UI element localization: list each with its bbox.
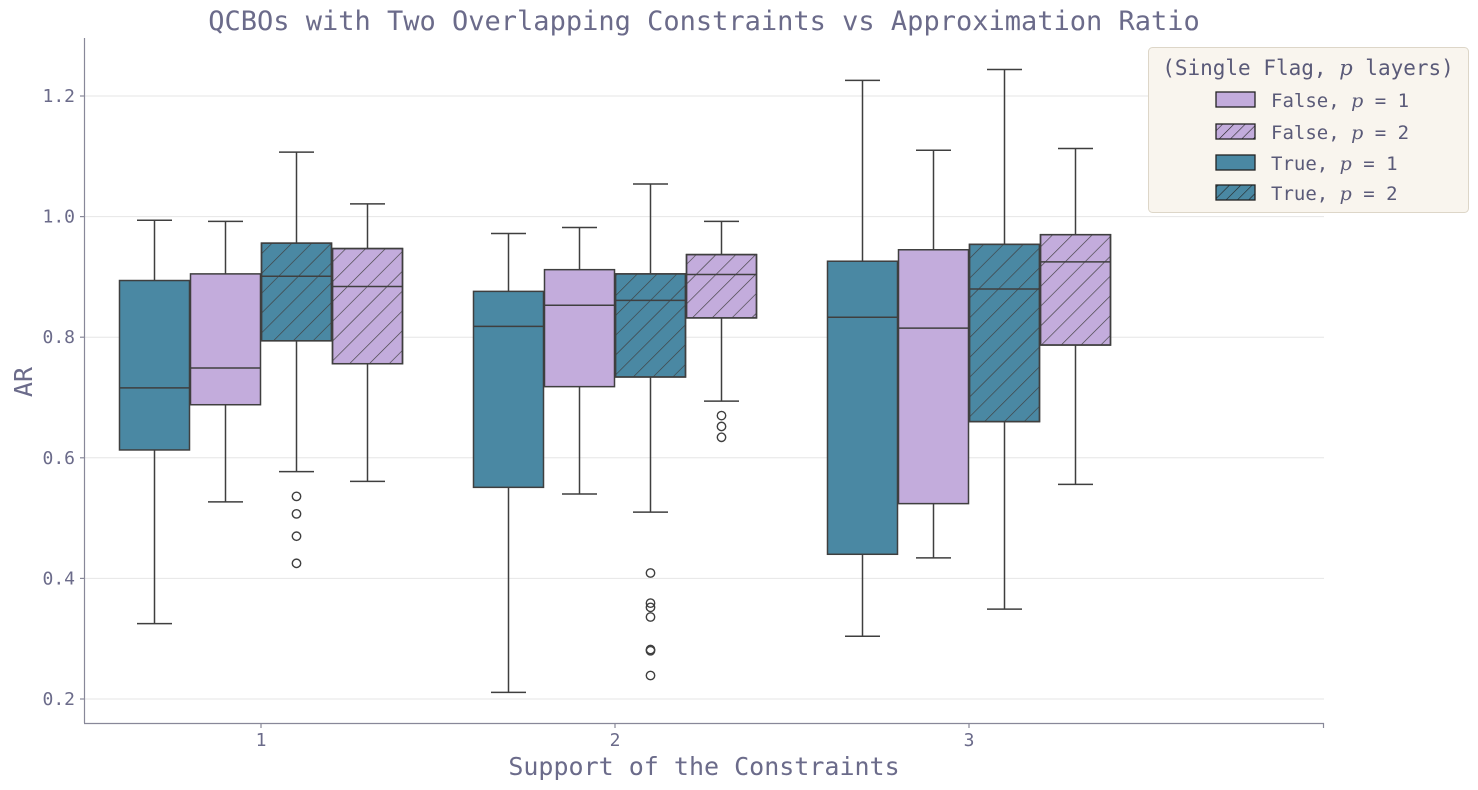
- y-tick-label: 0.8: [42, 327, 75, 348]
- box-false-p2-cat2: [685, 220, 758, 443]
- box-body: [472, 290, 545, 489]
- box-false-p2-cat1: [331, 203, 404, 483]
- box-hatch: [332, 248, 403, 364]
- y-axis-label: AR: [9, 366, 38, 397]
- legend-label-true-p1: True, p = 1: [1271, 153, 1398, 175]
- outlier-point: [291, 558, 302, 569]
- legend-label-p: p: [1351, 122, 1363, 144]
- box-hatch: [1040, 234, 1111, 346]
- legend-frame: [1148, 47, 1469, 213]
- outlier-point: [291, 508, 302, 519]
- x-tick-label: 3: [964, 730, 975, 751]
- legend-label-prefix: True,: [1271, 153, 1340, 175]
- box-false-p2-cat3: [1039, 147, 1112, 486]
- outlier-point: [716, 421, 727, 432]
- y-tick-label: 1.0: [42, 207, 75, 228]
- outlier-point: [716, 410, 727, 421]
- legend-swatch-true-p2-hatch: [1216, 185, 1255, 200]
- box-outline: [331, 247, 404, 365]
- legend: (Single Flag, p layers) False, p = 1 Fal…: [1148, 47, 1469, 213]
- box-body: [897, 249, 970, 505]
- box-body: [543, 268, 616, 388]
- legend-label-suffix: = 1: [1352, 153, 1398, 175]
- legend-title-suffix: layers): [1353, 56, 1454, 80]
- legend-label-prefix: False,: [1271, 122, 1351, 144]
- box-outline: [260, 242, 333, 342]
- legend-title: (Single Flag, p layers): [1162, 56, 1454, 80]
- outlier-point: [291, 531, 302, 542]
- grid-lines: [85, 95, 1324, 700]
- outlier-point: [716, 432, 727, 443]
- box-outline: [614, 273, 687, 378]
- chart-title: QCBOs with Two Overlapping Constraints v…: [208, 6, 1200, 37]
- legend-label-prefix: False,: [1271, 90, 1351, 112]
- box-false-p1-cat3: [897, 149, 970, 559]
- box-plots: [118, 68, 1112, 694]
- legend-label-false-p1: False, p = 1: [1271, 90, 1409, 112]
- box-true-p1-cat1: [118, 219, 191, 625]
- box-hatch: [261, 243, 332, 341]
- box-hatch: [615, 273, 686, 377]
- outlier-point: [645, 602, 656, 613]
- outlier-point: [645, 670, 656, 681]
- box-body: [118, 279, 191, 451]
- x-tick-label: 2: [610, 730, 621, 751]
- outlier-point: [291, 491, 302, 502]
- y-tick-label: 1.2: [42, 86, 75, 107]
- box-true-p1-cat2: [472, 232, 545, 694]
- legend-swatch-true-p1: [1215, 154, 1256, 171]
- legend-label-suffix: = 2: [1352, 183, 1398, 205]
- box-hatch: [686, 254, 757, 318]
- box-body: [189, 273, 262, 406]
- y-tick-label: 0.6: [42, 448, 75, 469]
- y-tick-label: 0.4: [42, 568, 75, 589]
- legend-swatch-false-p1: [1215, 91, 1256, 108]
- x-axis-label: Support of the Constraints: [508, 752, 899, 781]
- outlier-point: [645, 598, 656, 609]
- box-true-p2-cat3: [968, 68, 1041, 610]
- box-false-p1-cat2: [543, 226, 616, 495]
- box-outline: [1039, 233, 1112, 346]
- box-false-p1-cat1: [189, 220, 262, 503]
- legend-label-suffix: = 1: [1363, 90, 1409, 112]
- legend-swatch-false-p2-hatch: [1216, 124, 1255, 139]
- box-hatch: [969, 244, 1040, 422]
- box-true-p2-cat2: [614, 183, 687, 681]
- box-outline: [685, 253, 758, 319]
- y-tick-label: 0.2: [42, 689, 75, 710]
- box-true-p2-cat1: [260, 151, 333, 569]
- legend-label-true-p2: True, p = 2: [1271, 183, 1398, 205]
- legend-title-prefix: (Single Flag,: [1162, 56, 1339, 80]
- x-tick-label: 1: [256, 730, 267, 751]
- legend-label-p: p: [1351, 90, 1363, 112]
- legend-label-p: p: [1340, 183, 1352, 205]
- legend-label-prefix: True,: [1271, 183, 1340, 205]
- outlier-point: [645, 612, 656, 622]
- x-tick-labels: 1 2 3: [256, 723, 1325, 751]
- legend-title-p: p: [1339, 56, 1352, 80]
- y-tick-labels: 0.2 0.4 0.6 0.8 1.0 1.2: [42, 86, 85, 710]
- legend-label-p: p: [1340, 153, 1352, 175]
- legend-label-false-p2: False, p = 2: [1271, 122, 1409, 144]
- legend-label-suffix: = 2: [1363, 122, 1409, 144]
- outlier-point: [645, 568, 656, 578]
- outlier-point: [645, 645, 656, 656]
- box-true-p1-cat3: [826, 79, 899, 638]
- box-body: [826, 260, 899, 556]
- box-outline: [968, 243, 1041, 423]
